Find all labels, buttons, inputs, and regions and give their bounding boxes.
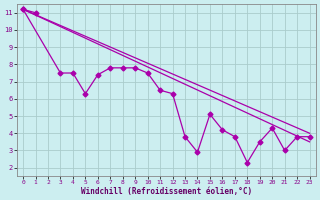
X-axis label: Windchill (Refroidissement éolien,°C): Windchill (Refroidissement éolien,°C) [81,187,252,196]
